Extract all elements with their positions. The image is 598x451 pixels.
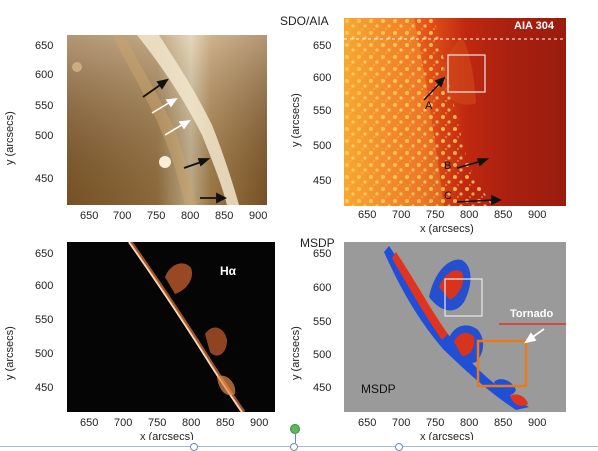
xtick: 750 xyxy=(148,417,167,429)
xtick: 850 xyxy=(494,209,513,221)
xtick: 750 xyxy=(426,209,445,221)
ytick: 650 xyxy=(35,248,54,260)
label-msdp-inset: MSDP xyxy=(361,382,396,396)
y-axis-title-bottom-right: y (arcsecs) xyxy=(290,326,302,380)
ytick: 450 xyxy=(313,382,332,394)
ytick: 600 xyxy=(313,282,332,294)
label-aia-304: AIA 304 xyxy=(514,20,554,32)
xtick: 850 xyxy=(216,417,235,429)
xtick: 650 xyxy=(80,210,99,222)
ytick: 600 xyxy=(35,69,54,81)
panel-bottom-right xyxy=(344,242,566,412)
ytick: 600 xyxy=(313,72,332,84)
ytick: 450 xyxy=(35,173,54,185)
ytick: 500 xyxy=(313,349,332,361)
y-axis-title-top-right: y (arcsecs) xyxy=(290,93,302,147)
xtick: 750 xyxy=(426,417,445,429)
selection-bar xyxy=(0,440,598,451)
ytick: 650 xyxy=(35,40,54,52)
xtick: 850 xyxy=(494,417,513,429)
xtick: 700 xyxy=(392,209,411,221)
y-axis-title-top-left: y (arcsecs) xyxy=(4,111,16,165)
ytick: 650 xyxy=(313,40,332,52)
xtick: 800 xyxy=(182,417,201,429)
xtick: 900 xyxy=(249,210,268,222)
panel-bottom-right-image xyxy=(344,242,566,412)
ytick: 450 xyxy=(313,175,332,187)
xtick: 750 xyxy=(147,210,166,222)
ytick: 500 xyxy=(35,348,54,360)
rotate-handle-stem xyxy=(295,433,296,443)
ytick: 500 xyxy=(313,140,332,152)
point-label-a: A xyxy=(425,100,433,112)
xtick: 800 xyxy=(460,417,479,429)
xtick: 800 xyxy=(460,209,479,221)
ytick: 500 xyxy=(35,130,54,142)
ytick: 550 xyxy=(313,316,332,328)
point-label-c: C xyxy=(444,190,452,202)
panel-bottom-left xyxy=(67,241,275,413)
xtick: 700 xyxy=(114,417,133,429)
ytick: 650 xyxy=(313,248,332,260)
ytick: 450 xyxy=(35,382,54,394)
ytick: 550 xyxy=(313,105,332,117)
selection-line xyxy=(0,446,598,447)
title-msdp: MSDP xyxy=(300,236,335,250)
panel-bottom-left-image xyxy=(67,241,275,413)
ytick: 600 xyxy=(35,280,54,292)
label-tornado: Tornado xyxy=(510,308,554,320)
x-axis-title-top-right: x (arcsecs) xyxy=(420,223,474,235)
xtick: 900 xyxy=(528,209,547,221)
xtick: 650 xyxy=(80,417,99,429)
xtick: 700 xyxy=(392,417,411,429)
resize-handle[interactable] xyxy=(395,443,403,451)
y-axis-title-bottom-left: y (arcsecs) xyxy=(4,326,16,380)
ytick: 550 xyxy=(35,314,54,326)
xtick: 650 xyxy=(358,417,377,429)
xtick: 700 xyxy=(113,210,132,222)
xtick: 850 xyxy=(215,210,234,222)
xtick: 800 xyxy=(181,210,200,222)
panel-top-right xyxy=(344,18,566,206)
title-sdo-aia: SDO/AIA xyxy=(280,14,329,28)
resize-handle[interactable] xyxy=(190,443,198,451)
panel-top-left xyxy=(67,35,267,205)
ytick: 550 xyxy=(35,100,54,112)
panel-top-right-image xyxy=(344,18,566,206)
resize-handle[interactable] xyxy=(290,443,298,451)
panel-top-left-image xyxy=(67,35,267,205)
xtick: 650 xyxy=(358,209,377,221)
xtick: 900 xyxy=(250,417,269,429)
xtick: 900 xyxy=(528,417,547,429)
label-h-alpha: Hα xyxy=(220,264,237,278)
point-label-b: B xyxy=(444,160,452,172)
